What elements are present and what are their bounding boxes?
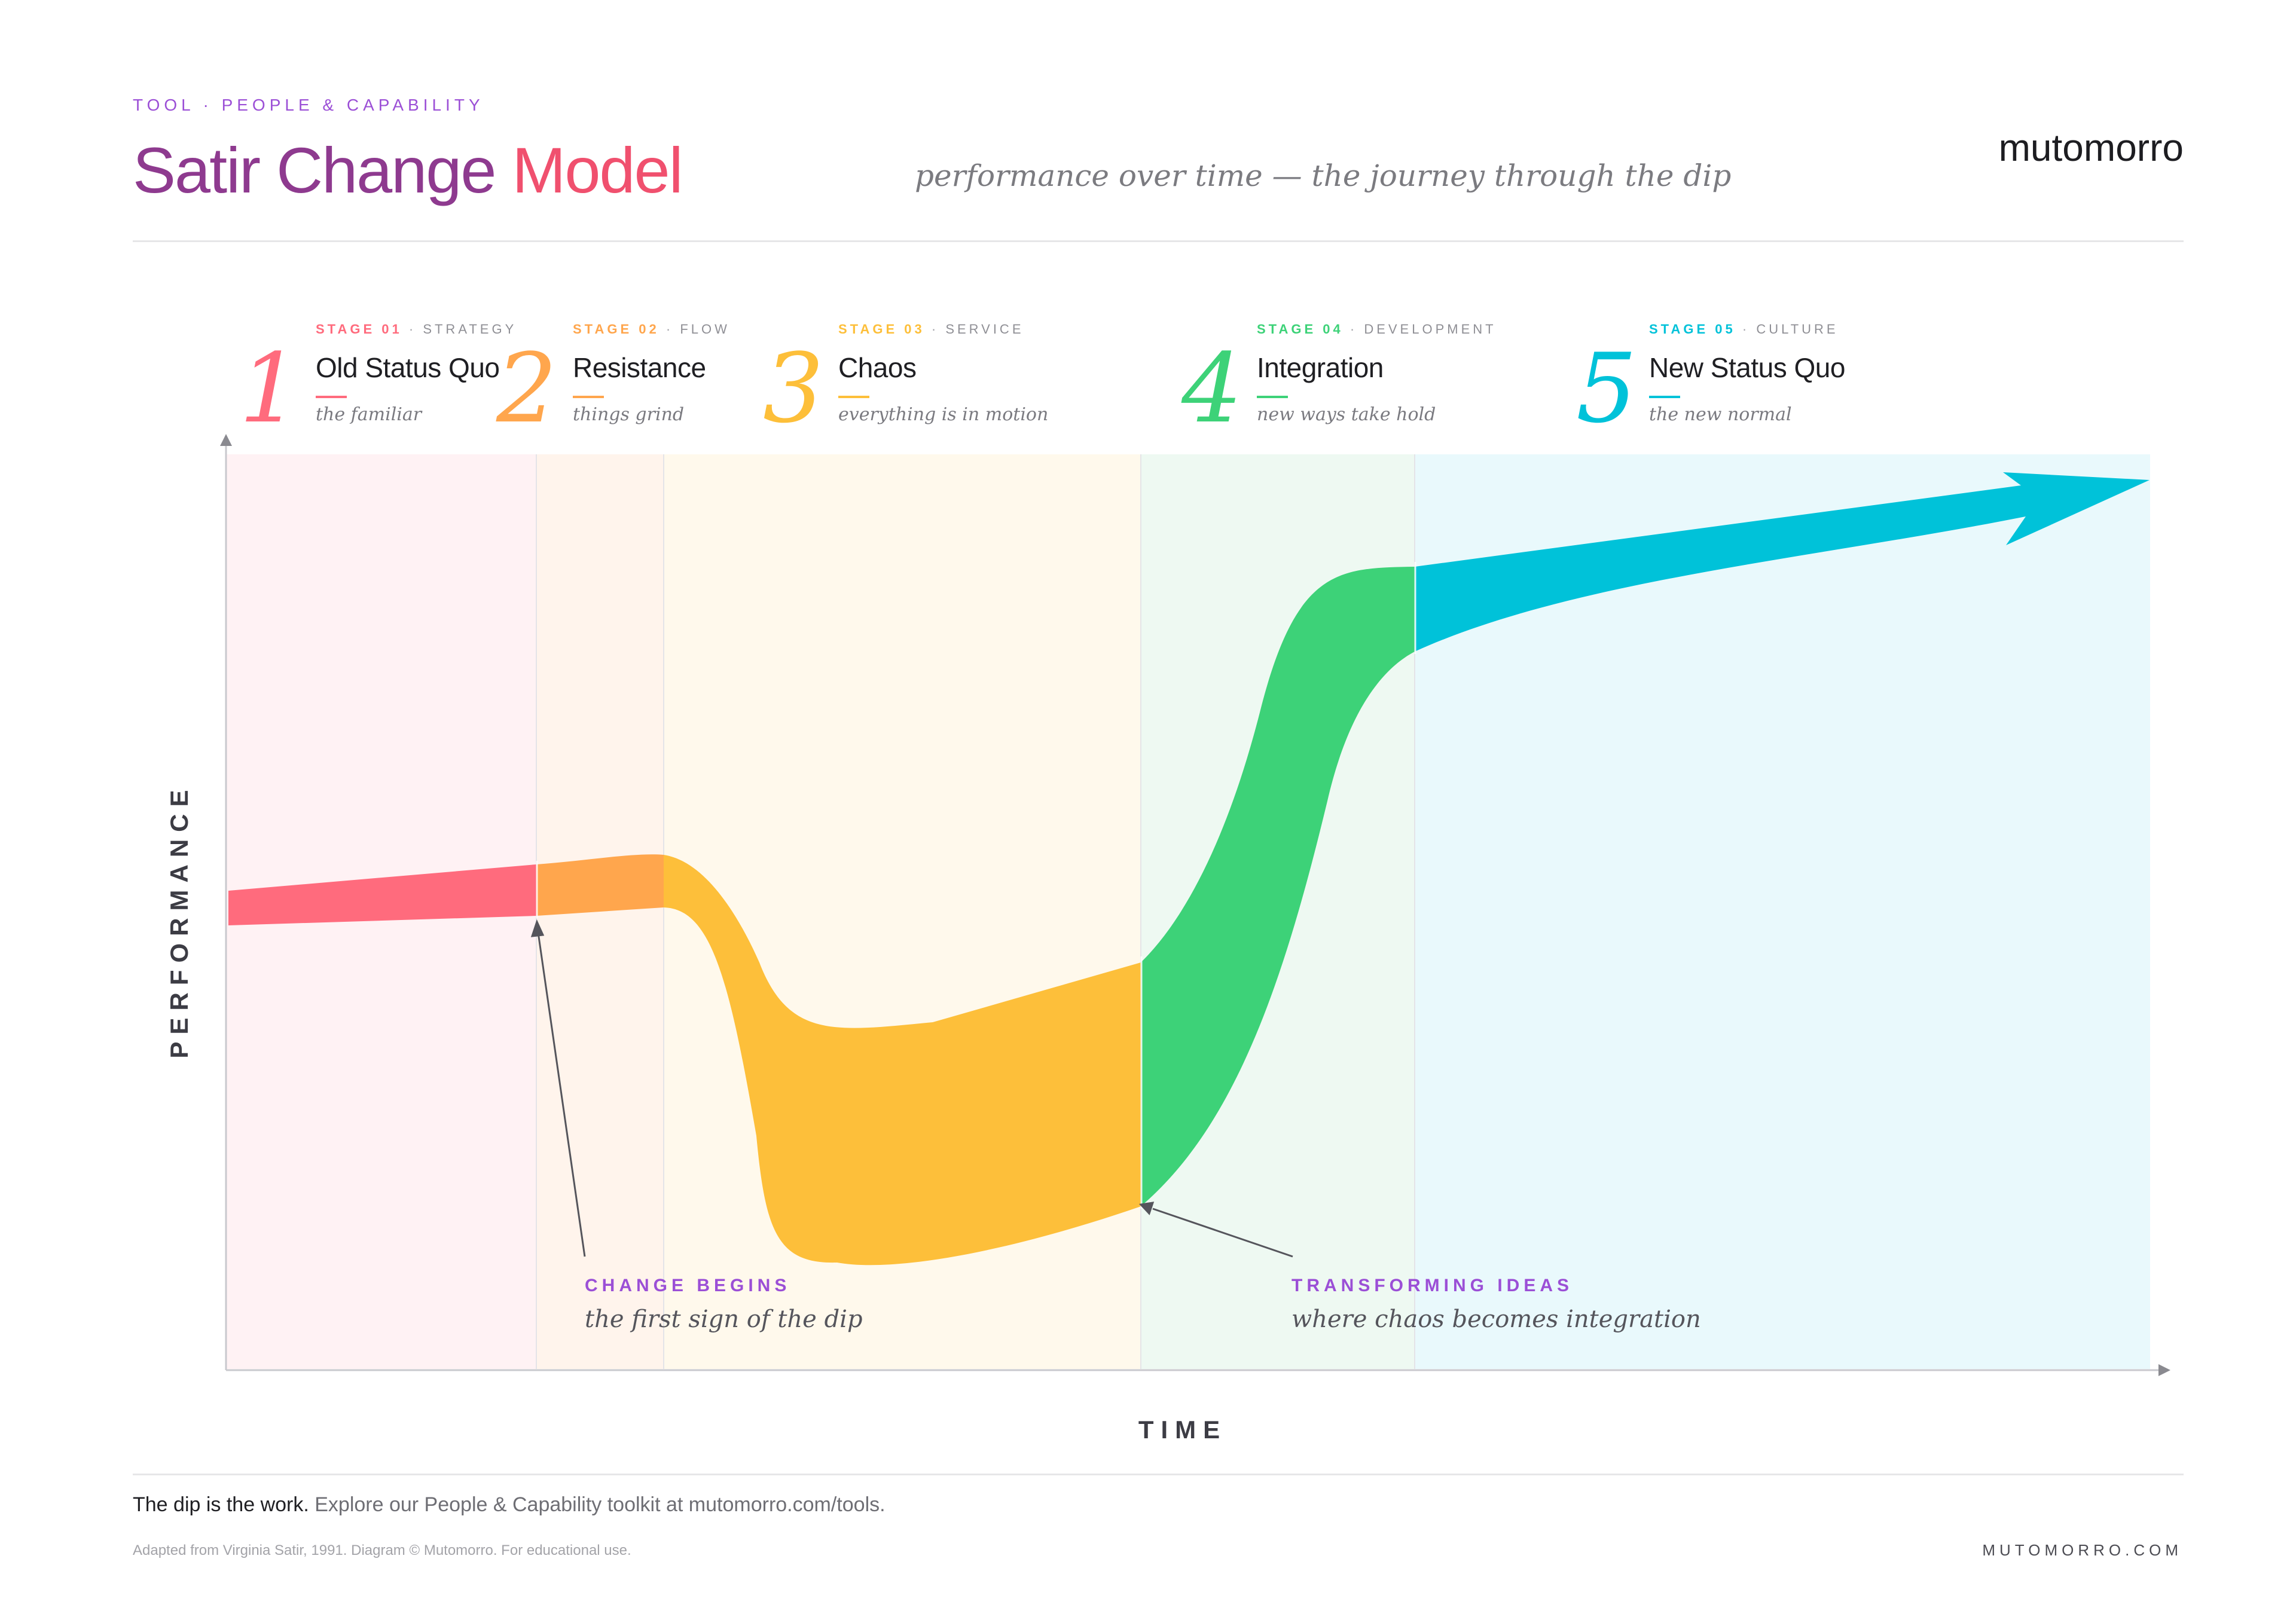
stage-number: 2 [496, 332, 557, 444]
stage-tagline: things grind [573, 404, 685, 425]
stage-number: 5 [1576, 332, 1637, 444]
stage-tagline: the new normal [1649, 404, 1792, 425]
stage-number: 4 [1181, 332, 1242, 444]
stage-name: Chaos [838, 352, 917, 383]
ribbon-segment-5 [1415, 472, 2150, 652]
annotation-kicker: TRANSFORMING IDEAS [1292, 1276, 1573, 1295]
stage-kicker: STAGE 04 · DEVELOPMENT [1257, 322, 1497, 337]
stage-tagline: the familiar [316, 404, 422, 425]
brand-logo: mutomorro [1998, 126, 2184, 169]
ribbon-segment-4 [1141, 567, 1415, 1206]
performance-ribbon [228, 472, 2150, 1266]
footer-divider [133, 1474, 2184, 1475]
stage-underline [1257, 396, 1288, 398]
axes [220, 434, 2170, 1376]
stage-number: 1 [239, 332, 300, 444]
footer-lead: The dip is the work. [133, 1493, 309, 1516]
annotation-text: where chaos becomes integration [1292, 1306, 1701, 1333]
stage-underline [1649, 396, 1680, 398]
subtitle: performance over time — the journey thro… [915, 158, 1732, 193]
x-axis-label: TIME [1138, 1416, 1228, 1444]
stage-name: New Status Quo [1649, 352, 1845, 383]
footer-url[interactable]: MUTOMORRO.COM [1982, 1541, 2182, 1559]
page-title: Satir Change Model [133, 129, 683, 212]
y-axis-label: PERFORMANCE [165, 783, 193, 1059]
eyebrow: TOOL · PEOPLE & CAPABILITY [133, 96, 484, 114]
stage-underline [316, 396, 347, 398]
ribbon-segment-1 [228, 864, 536, 925]
stage-number: 3 [763, 332, 824, 444]
stage-kicker: STAGE 02 · FLOW [573, 322, 730, 337]
title-part-2: Model [512, 134, 683, 206]
annotation-kicker: CHANGE BEGINS [585, 1276, 791, 1295]
stage-kicker: STAGE 05 · CULTURE [1649, 322, 1839, 337]
stage-tagline: everything is in motion [838, 404, 1049, 425]
stage-kicker: STAGE 01 · STRATEGY [316, 322, 517, 337]
ribbon-segment-3 [664, 855, 1141, 1266]
stage-underline [573, 396, 604, 398]
header-divider [133, 240, 2184, 242]
stage-underline [838, 396, 869, 398]
annotation-leaders [530, 919, 1293, 1258]
footer-tagline: The dip is the work. Explore our People … [133, 1493, 886, 1517]
annotation-text: the first sign of the dip [585, 1306, 863, 1333]
stage-tagline: new ways take hold [1257, 404, 1436, 425]
title-part-1: Satir Change [133, 134, 512, 206]
stage-name: Old Status Quo [316, 352, 500, 383]
ribbon-segment-2 [536, 854, 664, 916]
footer-rest: Explore our People & Capability toolkit … [309, 1493, 886, 1516]
stage-name: Integration [1257, 352, 1384, 383]
footer-credit: Adapted from Virginia Satir, 1991. Diagr… [133, 1542, 631, 1558]
stage-kicker: STAGE 03 · SERVICE [838, 322, 1024, 337]
stage-name: Resistance [573, 352, 706, 383]
